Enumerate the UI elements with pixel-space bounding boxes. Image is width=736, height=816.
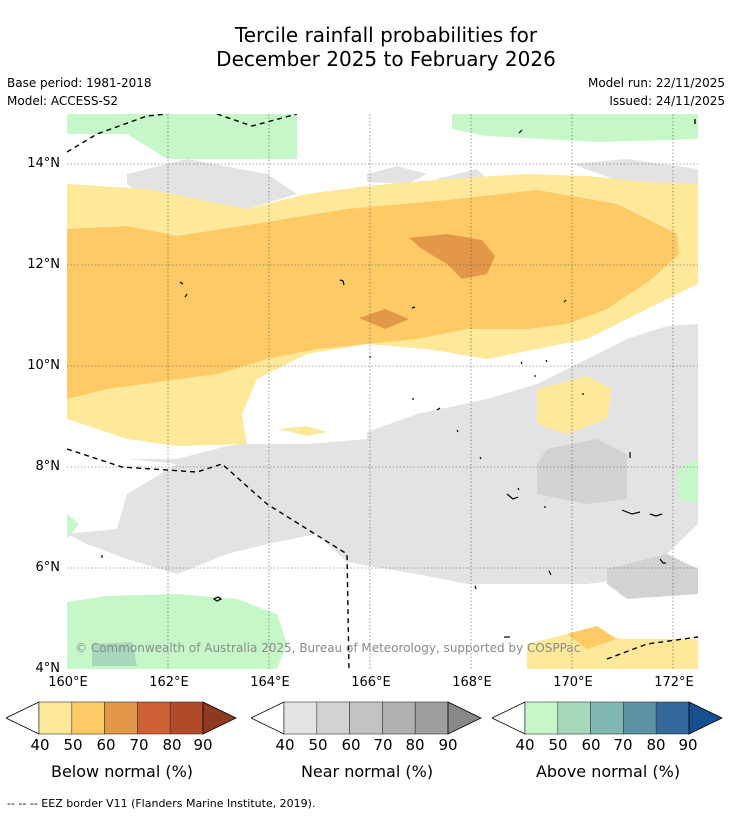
map-canvas [67,114,698,669]
tick: 50 [548,736,568,754]
lat-label: 8°N [35,459,61,474]
tick: 70 [373,736,393,754]
below-normal-50-region [567,626,617,649]
tick: 90 [438,736,458,754]
below-normal-50-region [67,190,679,399]
model-name: Model: ACCESS-S2 [7,94,119,108]
eez-legend-footer: -- -- -- EEZ border V11 (Flanders Marine… [7,797,316,810]
lat-label: 14°N [27,156,60,171]
probability-map: © Commonwealth of Australia 2025, Bureau… [67,114,698,669]
neutral-region [279,426,327,436]
colorbar-swatch [169,701,204,735]
lon-label: 166°E [351,675,391,690]
copyright-notice: © Commonwealth of Australia 2025, Bureau… [75,641,581,655]
below-normal-label: Below normal (%) [50,762,194,781]
above-normal-region [67,114,297,159]
tick: 60 [581,736,601,754]
lon-label: 170°E [553,675,593,690]
near-normal-region [607,554,698,599]
colorbar-swatch [655,701,690,735]
above-normal-label: Above normal (%) [535,762,681,781]
islands [101,129,666,638]
tick: 90 [193,736,213,754]
colorbar-swatch [38,701,73,735]
issued-date: Issued: 24/11/2025 [609,94,725,108]
below-normal-40-region [527,634,698,669]
colorbar-swatch [283,701,318,735]
colorbar-swatch [382,701,416,735]
tick: 40 [275,736,295,754]
colorbar-swatch [557,701,591,735]
colorbar-swatch [349,701,383,735]
neutral-region [67,444,177,534]
colorbar-swatch [414,701,449,735]
below-normal-60-region [359,309,409,329]
tick: 50 [308,736,328,754]
tick: 60 [96,736,116,754]
map-title-line1: Tercile rainfall probabilities for [234,23,538,47]
lon-label: 160°E [48,675,88,690]
lat-label: 10°N [27,358,60,373]
above-normal-region [92,642,137,666]
near-normal-colorbar [251,701,482,735]
lon-label: 168°E [452,675,492,690]
colorbar-swatch [623,701,657,735]
tick: 80 [405,736,425,754]
colorbar-swatch [316,701,350,735]
tick: 40 [30,736,50,754]
above-normal-region [677,459,698,504]
near-normal-region [367,166,427,184]
near-normal-region [537,439,627,504]
lat-label: 6°N [35,560,61,575]
colorbar-swatch [137,701,171,735]
lon-label: 164°E [250,675,290,690]
tick: 50 [63,736,83,754]
near-normal-label: Near normal (%) [300,762,434,781]
colorbar-swatch [590,701,624,735]
tick: 80 [646,736,666,754]
above-normal-colorbar [492,701,723,735]
above-normal-region [452,114,698,142]
neutral-region [537,376,612,434]
tick: 70 [129,736,149,754]
map-gridlines [67,114,698,669]
tick: 80 [162,736,182,754]
neutral-region [242,376,367,444]
tick: 40 [515,736,535,754]
colorbar-swatch [524,701,559,735]
colorbar-swatch [104,701,138,735]
lon-label: 172°E [654,675,694,690]
eez-border [67,114,698,669]
above-normal-region [67,514,79,539]
below-normal-colorbar [6,701,237,735]
model-run: Model run: 22/11/2025 [587,76,725,90]
colorbar-swatch [71,701,105,735]
tick: 90 [678,736,698,754]
map-title-line2: December 2025 to February 2026 [216,47,556,71]
lat-label: 12°N [27,257,60,272]
below-normal-60-region [409,234,495,279]
near-normal-region [572,159,698,184]
lat-label: 4°N [35,661,61,676]
base-period: Base period: 1981-2018 [7,76,152,90]
tick: 60 [341,736,361,754]
tick: 70 [613,736,633,754]
lon-label: 162°E [149,675,189,690]
